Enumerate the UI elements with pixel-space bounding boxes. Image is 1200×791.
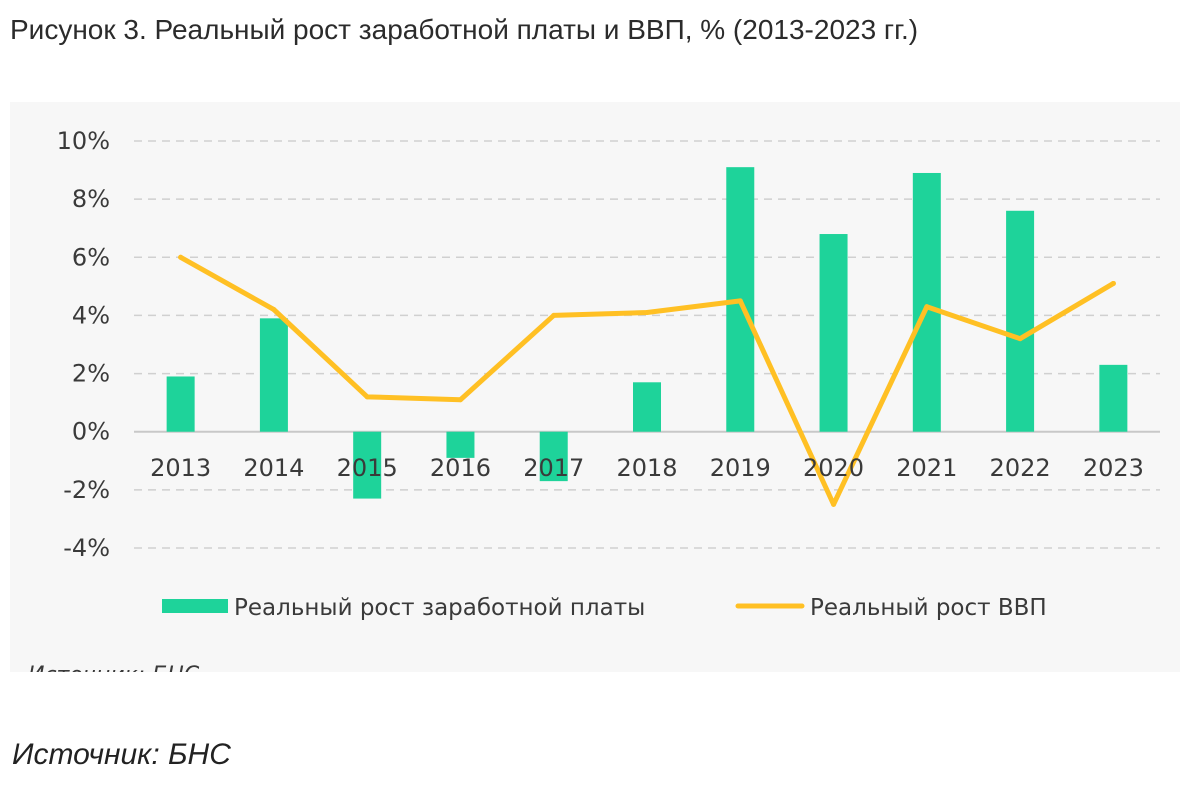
bar-wage-2020: [819, 234, 848, 432]
y-tick-label: 0%: [72, 418, 110, 446]
y-tick-label: -2%: [63, 476, 110, 504]
y-tick-label: 4%: [72, 301, 110, 329]
bar-wage-2016: [446, 431, 475, 458]
y-tick-label: -4%: [63, 534, 110, 562]
bar-wage-2017: [539, 431, 568, 482]
chart-inner-source: Источник: БНС: [28, 663, 200, 672]
x-tick-label-2014: 2014: [243, 454, 304, 482]
bar-wage-2021: [912, 172, 941, 432]
x-tick-label-2018: 2018: [616, 454, 677, 482]
point-gdp-2013: [178, 254, 184, 260]
point-gdp-2020: [831, 501, 837, 507]
x-tick-label-2013: 2013: [150, 454, 211, 482]
grid-layer: [134, 140, 1160, 549]
bar-wage-2015: [353, 431, 382, 499]
y-tick-label: 6%: [72, 243, 110, 271]
bar-wage-2013: [166, 376, 195, 432]
legend-label-gdp: Реальный рост ВВП: [810, 595, 1047, 621]
source-note: Источник: БНС: [12, 738, 231, 771]
bar-wage-2018: [633, 382, 661, 432]
y-tick-labels: 10% 8% 6% 4% 2% 0% -2% -4%: [57, 127, 110, 562]
bar-layer: [166, 167, 1128, 499]
x-tick-label-2021: 2021: [896, 454, 957, 482]
point-gdp-2016: [457, 397, 463, 403]
legend-swatch-wage: [162, 599, 228, 613]
point-gdp-2021: [924, 304, 930, 310]
y-tick-label: 8%: [72, 185, 110, 213]
x-tick-label-2019: 2019: [710, 454, 771, 482]
x-tick-label-2016: 2016: [430, 454, 491, 482]
point-gdp-2018: [644, 310, 650, 316]
x-tick-label-2023: 2023: [1083, 454, 1144, 482]
x-tick-labels: 2013 2014 2015 2016 2017 2018 2019 2020 2021 2022…: [150, 454, 1144, 482]
point-gdp-2017: [551, 312, 557, 318]
chart-panel: 10% 8% 6% 4% 2% 0% -2% -4% 2013 2014 2015 2016 2017…: [10, 102, 1180, 672]
legend: Реальный рост заработной платы Реальный …: [162, 595, 1047, 621]
x-tick-label-2020: 2020: [803, 454, 864, 482]
x-tick-label-2022: 2022: [990, 454, 1051, 482]
point-gdp-2019: [737, 298, 743, 304]
bar-wage-2023: [1099, 364, 1128, 432]
x-tick-label-2015: 2015: [337, 454, 398, 482]
legend-label-wage: Реальный рост заработной платы: [234, 595, 645, 621]
point-gdp-2023: [1110, 280, 1116, 286]
point-gdp-2015: [364, 394, 370, 400]
bar-wage-2014: [259, 318, 288, 432]
point-gdp-2022: [1017, 336, 1023, 342]
point-gdp-2014: [271, 307, 277, 313]
line-layer: [178, 254, 1116, 507]
y-tick-label: 2%: [72, 360, 110, 388]
figure-caption: Рисунок 3. Реальный рост заработной плат…: [10, 14, 919, 45]
chart-svg: 10% 8% 6% 4% 2% 0% -2% -4% 2013 2014 2015 2016 2017…: [28, 127, 1160, 672]
x-tick-label-2017: 2017: [523, 454, 584, 482]
bar-wage-2022: [1006, 210, 1035, 432]
y-tick-label: 10%: [57, 127, 110, 155]
